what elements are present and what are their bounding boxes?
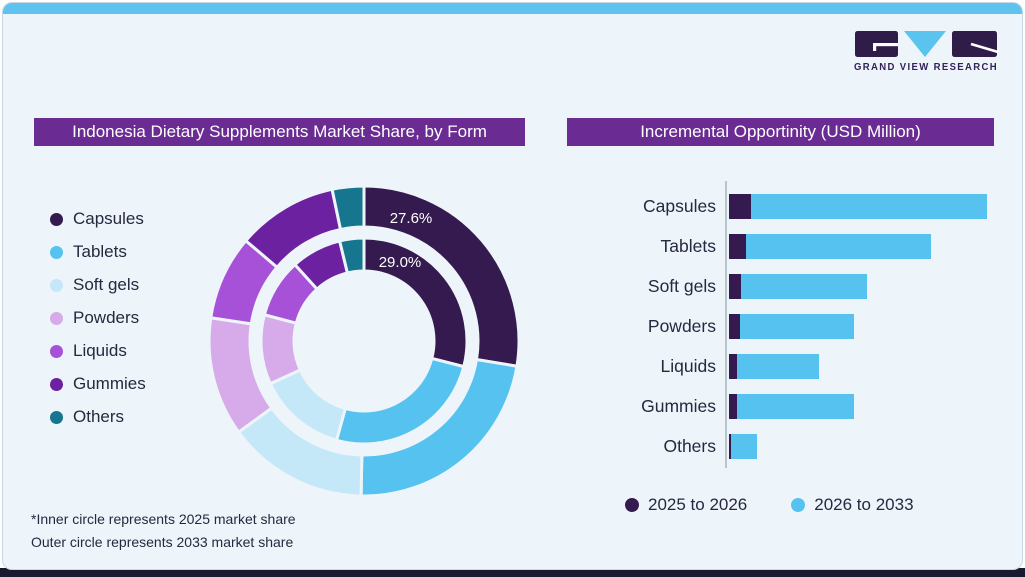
bar-category-label: Tablets <box>660 236 716 256</box>
legend-item-capsules: Capsules <box>50 209 146 229</box>
footnote-line-1: *Inner circle represents 2025 market sha… <box>31 511 296 527</box>
bar-row-powders: Powders <box>648 314 1022 339</box>
bar-segment-2025-to-2026 <box>729 234 746 259</box>
bar-row-tablets: Tablets <box>661 234 1022 259</box>
logo-wordmark: GRAND VIEW RESEARCH <box>854 61 998 73</box>
bar-row-soft-gels: Soft gels <box>648 274 1022 299</box>
right-chart-title: Incremental Opportinity (USD Million) <box>567 118 994 146</box>
legend-label: Gummies <box>73 374 146 393</box>
bar-segment-2026-to-2033 <box>737 394 854 419</box>
legend-item-soft-gels: Soft gels <box>50 275 146 295</box>
legend-dot <box>50 377 63 391</box>
bar-segment-2026-to-2033 <box>737 354 819 379</box>
legend-dot <box>50 278 63 292</box>
bar-track <box>729 274 867 299</box>
donut-segment-inner-2025-powders <box>259 312 303 386</box>
legend-item-2026-to-2033: 2026 to 2033 <box>791 495 914 515</box>
legend-item-2025-to-2026: 2025 to 2026 <box>625 495 747 515</box>
bar-row-others: Others <box>663 434 1022 459</box>
bar-track <box>729 194 987 219</box>
bar-segment-2026-to-2033 <box>731 434 758 459</box>
legend-dot <box>50 311 63 325</box>
legend-item-others: Others <box>50 407 146 427</box>
donut-segment-outer-2033-others <box>330 184 366 232</box>
logo-v-triangle-icon <box>904 31 946 57</box>
bottom-dark-bar <box>0 568 1025 577</box>
bar-track <box>729 394 854 419</box>
donut-label-capsules-2025: 29.0% <box>379 254 422 271</box>
legend-dot <box>50 410 63 424</box>
legend-item-gummies: Gummies <box>50 374 146 394</box>
donut-chart: 27.6% 29.0% <box>204 181 524 501</box>
legend-dot-2026-to-2033 <box>791 498 806 512</box>
legend-dot <box>50 344 63 358</box>
legend-label: Powders <box>73 308 140 327</box>
donut-footnote: *Inner circle represents 2025 market sha… <box>31 508 296 554</box>
bar-chart-legend: 2025 to 2026 2026 to 2033 <box>625 495 914 515</box>
bar-segment-2026-to-2033 <box>740 314 855 339</box>
bar-track <box>729 434 758 459</box>
legend-label: Others <box>73 407 125 426</box>
bar-segment-2025-to-2026 <box>729 314 741 339</box>
legend-item-tablets: Tablets <box>50 242 146 262</box>
logo-r-leg <box>970 42 999 54</box>
bar-track <box>729 354 819 379</box>
bar-row-gummies: Gummies <box>641 394 1022 419</box>
bar-category-label: Capsules <box>643 196 716 216</box>
footnote-line-2: Outer circle represents 2033 market shar… <box>31 534 294 550</box>
bar-segment-2025-to-2026 <box>729 394 737 419</box>
legend-dot <box>50 212 63 226</box>
legend-label: Tablets <box>73 242 127 261</box>
bar-category-label: Soft gels <box>647 276 716 296</box>
legend-label-2025-to-2026: 2025 to 2026 <box>648 495 748 514</box>
bar-chart-axis <box>725 181 727 468</box>
bar-category-label: Others <box>663 436 716 456</box>
bar-segment-2025-to-2026 <box>729 434 732 459</box>
donut-legend: Capsules Tablets Soft gels Powders Liquids Gu… <box>50 209 146 440</box>
legend-label-2026-to-2033: 2026 to 2033 <box>814 495 914 514</box>
bar-segment-2025-to-2026 <box>729 194 751 219</box>
top-accent-bar <box>3 3 1022 14</box>
bar-row-capsules: Capsules <box>643 194 1022 219</box>
legend-dot-2025-to-2026 <box>625 498 639 512</box>
bar-category-label: Liquids <box>660 356 716 376</box>
donut-label-capsules-2033: 27.6% <box>390 210 433 227</box>
bar-category-label: Powders <box>647 316 716 336</box>
logo-g-cut <box>873 43 898 47</box>
gvr-logo: GRAND VIEW RESEARCH <box>854 31 999 73</box>
bar-category-label: Gummies <box>641 396 716 416</box>
legend-item-liquids: Liquids <box>50 341 146 361</box>
donut-segment-inner-2025-others <box>337 236 366 275</box>
legend-dot <box>50 245 63 259</box>
bar-segment-2026-to-2033 <box>741 274 867 299</box>
logo-g-hook <box>873 43 877 51</box>
legend-label: Liquids <box>73 341 127 360</box>
bar-segment-2025-to-2026 <box>729 354 737 379</box>
legend-label: Capsules <box>73 209 144 228</box>
bar-segment-2026-to-2033 <box>750 194 987 219</box>
bar-track <box>729 314 855 339</box>
bar-segment-2026-to-2033 <box>746 234 931 259</box>
bar-row-liquids: Liquids <box>661 354 1022 379</box>
legend-label: Soft gels <box>73 275 140 294</box>
bar-segment-2025-to-2026 <box>729 274 742 299</box>
legend-item-powders: Powders <box>50 308 146 328</box>
bar-track <box>729 234 931 259</box>
left-chart-title: Indonesia Dietary Supplements Market Sha… <box>34 118 525 146</box>
